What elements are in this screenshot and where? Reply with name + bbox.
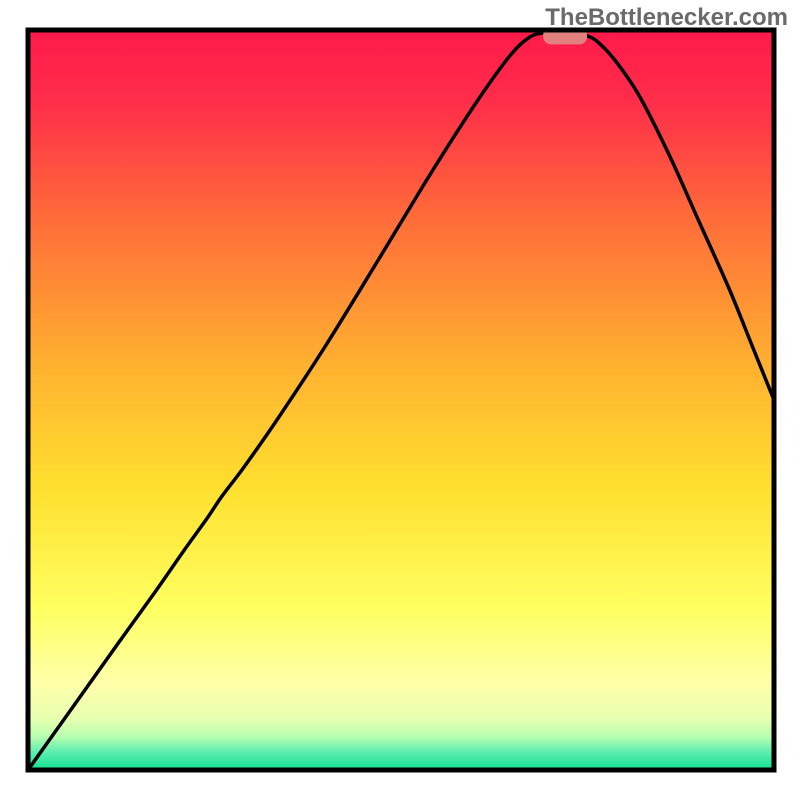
bottleneck-chart bbox=[0, 0, 800, 800]
chart-container: TheBottlenecker.com bbox=[0, 0, 800, 800]
watermark-text: TheBottlenecker.com bbox=[545, 4, 788, 32]
